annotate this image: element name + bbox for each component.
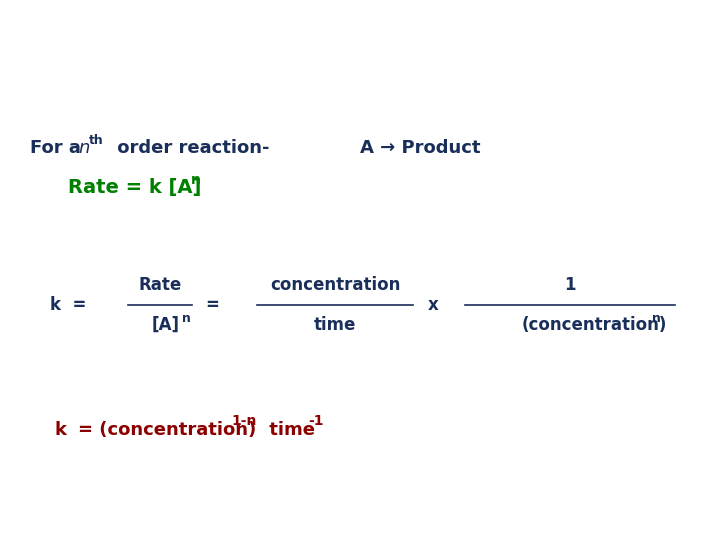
Text: Rate = k [A]: Rate = k [A]: [68, 179, 202, 198]
Text: time: time: [263, 421, 315, 439]
Text: Order of a Reaction& Units of Rate: Order of a Reaction& Units of Rate: [102, 25, 618, 51]
Text: [A]: [A]: [152, 316, 180, 334]
Text: n: n: [652, 312, 661, 325]
Text: n: n: [191, 173, 201, 187]
Text: order reaction-: order reaction-: [111, 139, 269, 157]
Text: Rate: Rate: [138, 276, 181, 294]
Text: time: time: [314, 316, 356, 334]
Text: n: n: [182, 312, 191, 325]
Text: 1: 1: [564, 276, 576, 294]
Text: $\it{n}$: $\it{n}$: [78, 139, 90, 157]
Text: = (concentration): = (concentration): [78, 421, 256, 439]
Text: =: =: [205, 296, 219, 314]
Text: k  =: k =: [50, 296, 86, 314]
Text: A → Product: A → Product: [360, 139, 480, 157]
Text: -1: -1: [308, 414, 323, 428]
Text: x: x: [428, 296, 438, 314]
Text: k: k: [55, 421, 67, 439]
Text: concentration: concentration: [270, 276, 400, 294]
Text: (concentration): (concentration): [522, 316, 667, 334]
Text: 1-n: 1-n: [231, 414, 256, 428]
Text: For a: For a: [30, 139, 87, 157]
Text: th: th: [89, 134, 104, 147]
Text: Constant: Constant: [293, 65, 427, 91]
